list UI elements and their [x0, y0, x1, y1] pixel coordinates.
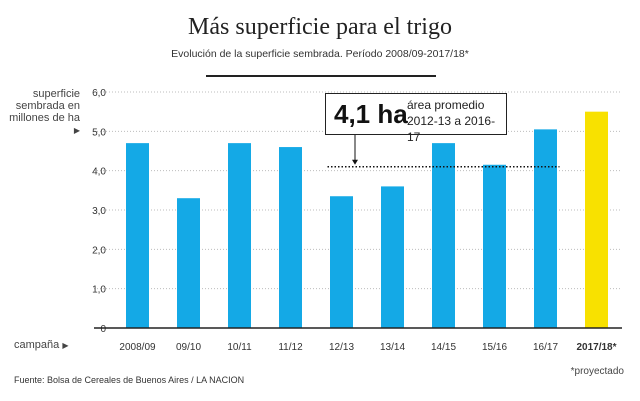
average-caption: área promedio 2012-13 a 2016-17 [407, 97, 506, 145]
source-note: Fuente: Bolsa de Cereales de Buenos Aire… [14, 375, 245, 385]
y-axis-label: superficie sembrada en millones de ha [9, 88, 80, 124]
average-value: 4,1 ha [334, 99, 408, 129]
bar [483, 164, 506, 328]
bar [228, 143, 251, 328]
y-tick-label: 5,0 [92, 127, 106, 138]
y-tick-label: 0 [100, 324, 106, 335]
x-axis-label-block: campaña ▶ [14, 339, 68, 351]
average-caption-line1: área promedio [407, 98, 485, 112]
x-tick-label: 09/10 [176, 342, 201, 353]
y-tick-label: 2,0 [92, 245, 106, 256]
x-tick-label: 16/17 [533, 342, 558, 353]
projected-note: *proyectado [570, 366, 624, 377]
title-rule [206, 75, 436, 77]
average-caption-line2: 2012-13 a 2016-17 [407, 114, 496, 144]
y-tick-label: 3,0 [92, 206, 106, 217]
chart-subtitle: Evolución de la superficie sembrada. Per… [171, 48, 469, 60]
bar [585, 111, 608, 329]
bar [534, 129, 557, 328]
x-tick-label: 2017/18* [576, 342, 616, 353]
y-axis-arrow-icon: ▶ [73, 126, 80, 135]
y-tick-label: 1,0 [92, 285, 106, 296]
y-tick-label: 4,0 [92, 167, 106, 178]
bar [432, 143, 455, 328]
x-tick-label: 14/15 [431, 342, 456, 353]
x-tick-label: 15/16 [482, 342, 507, 353]
x-tick-label: 12/13 [329, 342, 354, 353]
chart-title: Más superficie para el trigo [188, 14, 452, 40]
bar [177, 198, 200, 328]
x-axis-arrow-icon: ▶ [62, 341, 69, 350]
bar [279, 147, 302, 328]
x-axis-label: campaña [14, 339, 60, 351]
bar [381, 186, 404, 328]
bar [330, 196, 353, 328]
x-tick-label: 10/11 [227, 342, 252, 353]
x-tick-label: 2008/09 [119, 342, 156, 353]
y-tick-label: 6,0 [92, 88, 106, 99]
bar [126, 143, 149, 328]
x-tick-label: 13/14 [380, 342, 405, 353]
average-pointer-head [352, 159, 358, 165]
average-callout: 4,1 ha área promedio 2012-13 a 2016-17 [325, 93, 507, 144]
y-axis-label-block: superficie sembrada en millones de ha ▶ [6, 88, 80, 137]
x-tick-label: 11/12 [278, 342, 303, 353]
